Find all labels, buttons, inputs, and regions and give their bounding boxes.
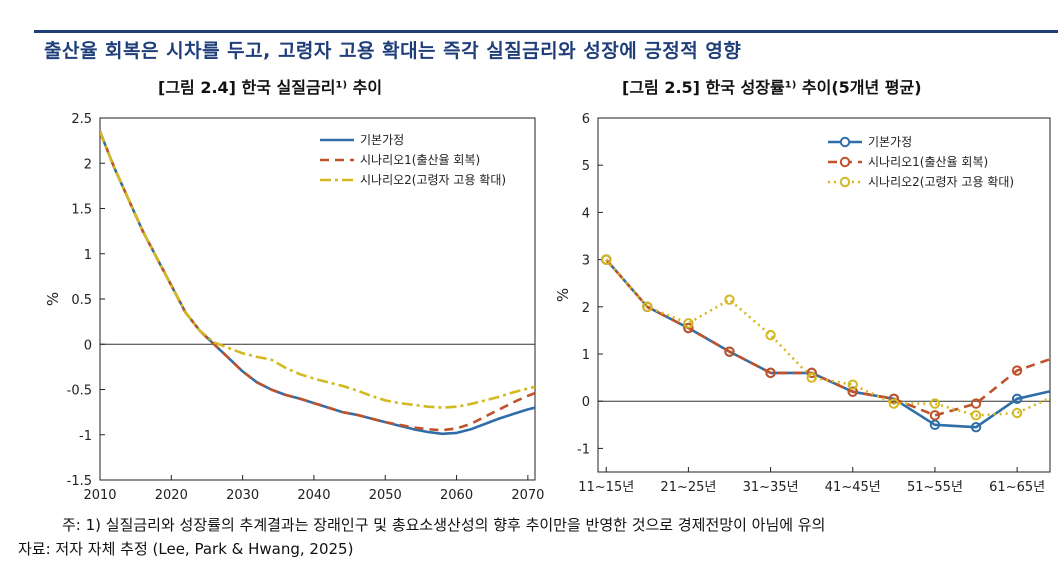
series-point-3 bbox=[601, 254, 612, 265]
x-tick-label: 2030 bbox=[226, 488, 259, 503]
y-axis-label: % bbox=[554, 288, 572, 302]
series-point-3 bbox=[642, 301, 653, 313]
legend-label-3: 시나리오2(고령자 고용 확대) bbox=[360, 173, 506, 187]
x-tick-label: 2020 bbox=[155, 488, 188, 503]
legend-marker-3 bbox=[839, 176, 851, 188]
y-tick-label: 2.5 bbox=[71, 112, 92, 127]
x-tick-label: 2040 bbox=[297, 488, 330, 503]
legend-marker-2 bbox=[839, 156, 851, 168]
y-tick-label: -1 bbox=[79, 429, 92, 444]
series-group bbox=[601, 254, 1058, 433]
series-point-3 bbox=[888, 398, 900, 409]
title-rule bbox=[34, 30, 1058, 33]
y-tick-label: -1 bbox=[577, 442, 590, 457]
y-tick-label: -1.5 bbox=[67, 474, 92, 489]
growth-chart: -1 0 1 2 3 4 5 6 11~15년 21~25년 31~35년 41~45년 51~55년 6… bbox=[554, 112, 1058, 495]
x-tick-label: 11~15년 bbox=[578, 480, 634, 495]
source-note: 자료: 저자 자체 추정 (Lee, Park & Hwang, 2025) bbox=[18, 540, 354, 558]
x-tick-label: 61~65년 bbox=[989, 480, 1045, 495]
series-point-3 bbox=[806, 372, 817, 383]
series-point-2 bbox=[806, 367, 817, 379]
legend-label-1: 기본가정 bbox=[868, 135, 912, 149]
y-tick-label: 1 bbox=[84, 248, 92, 263]
series-point-2 bbox=[929, 410, 941, 421]
series-point-3 bbox=[1054, 390, 1058, 398]
series-point-1 bbox=[970, 421, 982, 433]
series-point-2 bbox=[765, 367, 776, 379]
series-point-3 bbox=[970, 410, 982, 421]
x-tick-label: 2050 bbox=[369, 488, 402, 503]
chart-caption-real-rate: [그림 2.4] 한국 실질금리¹⁾ 추이 bbox=[158, 78, 383, 97]
legend-label-2: 시나리오1(출산율 회복) bbox=[360, 153, 480, 167]
chart-caption-growth: [그림 2.5] 한국 성장률¹⁾ 추이(5개년 평균) bbox=[622, 78, 922, 97]
x-tick-label: 31~35년 bbox=[743, 480, 799, 495]
y-tick-label: 0 bbox=[582, 395, 590, 410]
series-group bbox=[100, 131, 535, 436]
legend-label-1: 기본가정 bbox=[360, 133, 404, 147]
series-point-2 bbox=[847, 386, 858, 397]
y-tick-label: 5 bbox=[582, 159, 590, 174]
x-tick-label: 41~45년 bbox=[825, 480, 881, 495]
y-tick-label: 3 bbox=[582, 254, 590, 269]
y-axis-label: % bbox=[44, 292, 62, 306]
series-point-3 bbox=[683, 318, 694, 329]
y-tick-label: 0 bbox=[84, 338, 92, 353]
series-point-2 bbox=[683, 322, 694, 334]
y-tick-label: 6 bbox=[582, 112, 590, 127]
series-point-1 bbox=[1011, 393, 1023, 405]
footnote: 주: 1) 실질금리와 성장률의 추계결과는 장래인구 및 총요소생산성의 향후… bbox=[62, 516, 826, 534]
series-point-3 bbox=[1011, 407, 1023, 419]
series-point-3 bbox=[724, 294, 735, 305]
y-tick-label: 1.5 bbox=[71, 203, 92, 218]
legend-label-3: 시나리오2(고령자 고용 확대) bbox=[868, 175, 1014, 189]
y-tick-label: 2 bbox=[582, 301, 590, 316]
series-point-3 bbox=[847, 379, 858, 390]
y-tick-label: 4 bbox=[582, 206, 590, 221]
x-tick-label: 21~25년 bbox=[660, 480, 716, 495]
page-title: 출산율 회복은 시차를 두고, 고령자 고용 확대는 즉각 실질금리와 성장에 … bbox=[44, 40, 742, 62]
series-line-2 bbox=[605, 258, 1050, 417]
x-tick-label: 51~55년 bbox=[907, 480, 963, 495]
legend-marker-1 bbox=[839, 136, 851, 148]
legend-label-2: 시나리오1(출산율 회복) bbox=[868, 155, 988, 169]
series-line-3 bbox=[605, 258, 1050, 417]
series-point-3 bbox=[929, 398, 941, 409]
real-rate-chart: -1.5 -1 -0.5 0 0.5 1 1.5 2 2.5 2010 2020 2030 2040 20… bbox=[44, 112, 544, 503]
series-point-1 bbox=[929, 419, 941, 430]
series-point-2 bbox=[724, 346, 735, 357]
series-line-3 bbox=[100, 131, 535, 409]
series-line-1 bbox=[605, 258, 1050, 429]
series-point-3 bbox=[765, 329, 776, 341]
y-tick-label: -0.5 bbox=[67, 384, 92, 399]
y-tick-label: 2 bbox=[84, 157, 92, 172]
x-tick-label: 2060 bbox=[440, 488, 473, 503]
series-point-1 bbox=[1054, 385, 1058, 393]
y-tick-label: 0.5 bbox=[71, 293, 92, 308]
series-point-2 bbox=[1054, 352, 1058, 360]
x-tick-label: 2010 bbox=[83, 488, 116, 503]
x-tick-label: 2070 bbox=[511, 488, 544, 503]
series-line-2 bbox=[100, 131, 535, 432]
plot-frame bbox=[597, 117, 1051, 473]
y-tick-label: 1 bbox=[582, 348, 590, 363]
series-point-2 bbox=[1011, 365, 1023, 376]
series-point-2 bbox=[970, 398, 982, 409]
